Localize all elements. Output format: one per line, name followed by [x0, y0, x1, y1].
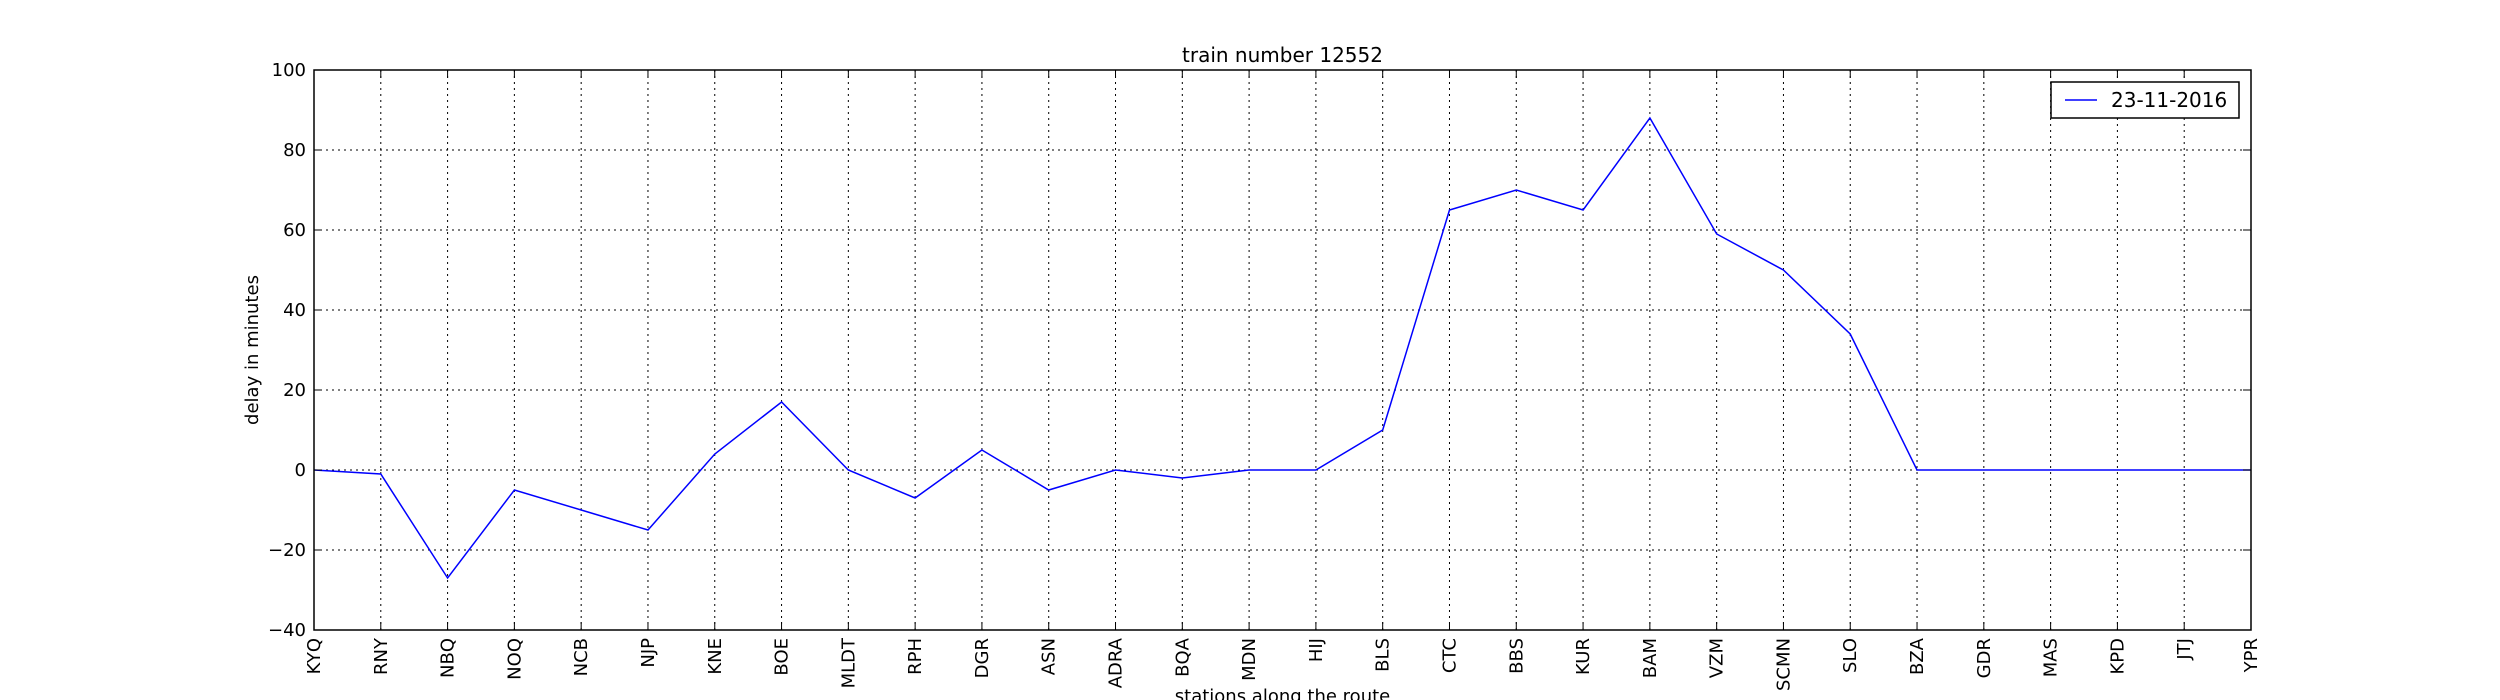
chart-title: train number 12552 — [1182, 43, 1383, 67]
x-axis-label: stations along the route — [1175, 686, 1390, 700]
x-tick-label: BAM — [1640, 638, 1661, 678]
x-tick-label: NJP — [638, 638, 659, 668]
x-tick-label: JTJ — [2174, 638, 2195, 661]
y-tick-label: 80 — [283, 140, 306, 161]
x-tick-label: ADRA — [1106, 637, 1127, 688]
y-tick-label: −40 — [268, 620, 306, 641]
x-tick-label: RNY — [371, 637, 392, 675]
legend: 23-11-2016 — [2050, 81, 2240, 119]
x-tick-label: BBS — [1506, 638, 1527, 674]
x-tick-label: KUR — [1573, 638, 1594, 675]
x-tick-label: GDR — [1974, 638, 1995, 678]
y-tick-label: −20 — [268, 540, 306, 561]
x-axis: KYQ RNY NBQ NOQ NCB NJP KNE BOE MLDT RPH DGR ASN ADR… — [304, 70, 2262, 691]
x-tick-label: HIJ — [1306, 638, 1327, 662]
x-tick-label: MAS — [2041, 638, 2062, 677]
x-tick-label: SLO — [1840, 638, 1861, 673]
x-tick-label: NCB — [571, 638, 592, 676]
series-layer — [313, 116, 2251, 580]
legend-label: 23-11-2016 — [2111, 88, 2227, 112]
x-tick-label: KYQ — [304, 638, 325, 674]
x-tick-label: BOE — [772, 638, 793, 676]
x-tick-label: DGR — [972, 638, 993, 678]
y-tick-label: 0 — [295, 460, 306, 481]
x-tick-label: MDN — [1239, 638, 1260, 681]
y-axis-label: delay in minutes — [242, 275, 263, 425]
grid — [314, 70, 2251, 630]
plot-frame — [313, 69, 2252, 631]
y-tick-label: 40 — [283, 300, 306, 321]
series-line — [313, 116, 2251, 580]
y-tick-label: 100 — [272, 60, 306, 81]
x-tick-label: KPD — [2107, 638, 2128, 675]
x-tick-label: NBQ — [438, 638, 459, 678]
y-axis: −40 −20 0 20 40 60 80 100 — [268, 60, 2251, 641]
x-tick-label: BLS — [1373, 638, 1394, 672]
x-tick-label: ASN — [1039, 638, 1060, 675]
x-tick-label: BQA — [1172, 637, 1193, 677]
x-tick-label: KNE — [705, 638, 726, 675]
x-tick-label: NOQ — [504, 638, 525, 680]
x-tick-label: CTC — [1439, 638, 1460, 673]
y-tick-label: 60 — [283, 220, 306, 241]
x-tick-label: VZM — [1707, 638, 1728, 678]
x-tick-label: YPR — [2241, 638, 2262, 673]
y-tick-label: 20 — [283, 380, 306, 401]
x-tick-label: MLDT — [838, 637, 859, 688]
x-tick-label: SCMN — [1773, 638, 1794, 691]
x-tick-label: RPH — [905, 638, 926, 675]
x-tick-label: BZA — [1907, 637, 1928, 675]
